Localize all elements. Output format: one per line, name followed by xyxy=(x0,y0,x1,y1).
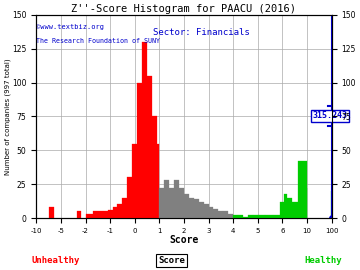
Bar xyxy=(174,180,179,218)
Bar xyxy=(169,188,174,218)
Bar xyxy=(49,207,54,218)
Bar xyxy=(159,188,164,218)
Bar xyxy=(238,215,243,218)
Bar xyxy=(152,116,157,218)
Bar xyxy=(273,215,280,218)
Bar xyxy=(93,211,103,218)
Bar xyxy=(258,215,265,218)
Bar xyxy=(298,161,307,218)
Bar xyxy=(157,144,159,218)
Bar xyxy=(219,211,223,218)
Title: Z''-Score Histogram for PAACU (2016): Z''-Score Histogram for PAACU (2016) xyxy=(71,4,296,14)
Text: ©www.textbiz.org: ©www.textbiz.org xyxy=(36,24,104,31)
Bar xyxy=(77,211,81,218)
Bar xyxy=(117,204,122,218)
Bar xyxy=(228,214,233,218)
Text: Score: Score xyxy=(158,256,185,265)
Bar xyxy=(287,198,292,218)
Bar xyxy=(223,211,228,218)
Bar xyxy=(253,215,258,218)
Bar xyxy=(284,194,287,218)
Bar xyxy=(213,208,219,218)
Bar xyxy=(137,83,142,218)
Bar xyxy=(164,180,169,218)
Text: Unhealthy: Unhealthy xyxy=(32,256,80,265)
Text: Sector: Financials: Sector: Financials xyxy=(153,28,250,37)
Bar xyxy=(147,76,152,218)
Bar xyxy=(184,194,189,218)
Text: The Research Foundation of SUNY: The Research Foundation of SUNY xyxy=(36,38,160,44)
Y-axis label: Number of companies (997 total): Number of companies (997 total) xyxy=(4,58,11,175)
Bar xyxy=(292,202,298,218)
Bar xyxy=(243,217,248,218)
Bar xyxy=(142,42,147,218)
Bar xyxy=(233,215,238,218)
Bar xyxy=(194,199,199,218)
Bar xyxy=(179,188,184,218)
Bar xyxy=(265,215,273,218)
Bar xyxy=(86,214,93,218)
Bar xyxy=(122,198,127,218)
Bar xyxy=(199,202,204,218)
Bar xyxy=(189,198,194,218)
Text: 315.243: 315.243 xyxy=(312,111,347,120)
Bar xyxy=(208,207,213,218)
Bar xyxy=(204,204,208,218)
Bar xyxy=(108,210,113,218)
X-axis label: Score: Score xyxy=(169,235,199,245)
Bar xyxy=(132,144,137,218)
Bar xyxy=(280,202,284,218)
Bar xyxy=(127,177,132,218)
Bar xyxy=(103,211,108,218)
Bar xyxy=(113,207,117,218)
Bar xyxy=(248,215,253,218)
Text: Healthy: Healthy xyxy=(305,256,342,265)
